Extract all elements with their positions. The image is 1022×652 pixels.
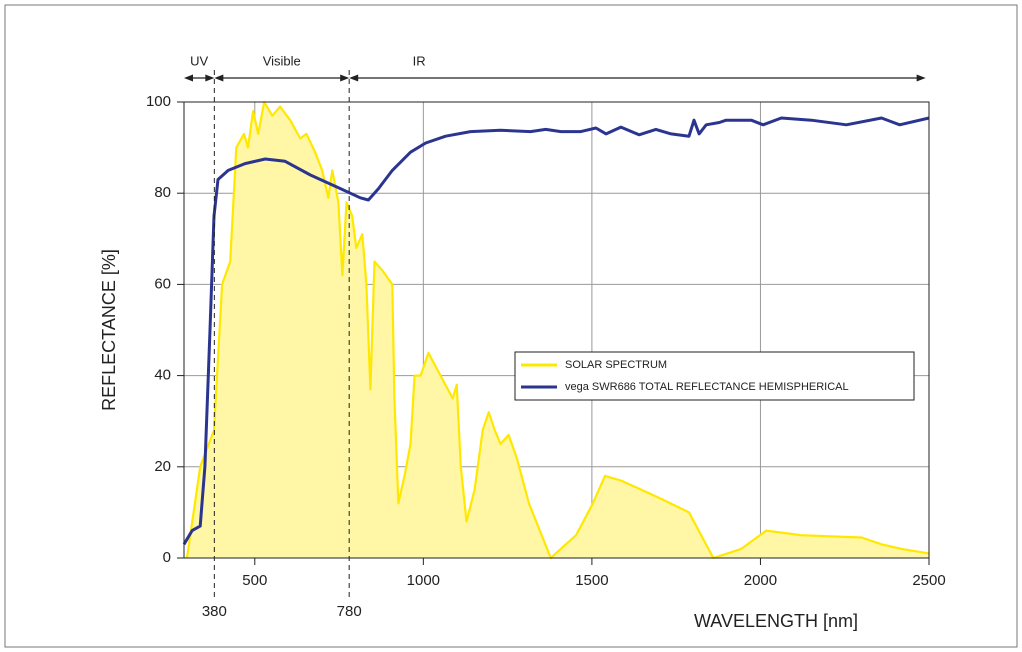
line bbox=[185, 100, 930, 560]
y-tick-label: 0 bbox=[163, 549, 171, 566]
x-tick-label: 1000 bbox=[407, 572, 440, 589]
region-label: Visible bbox=[263, 53, 301, 68]
arrowhead bbox=[184, 74, 193, 82]
x-tick-label: 2000 bbox=[744, 572, 777, 589]
marker-label: 780 bbox=[337, 603, 362, 620]
arrowhead bbox=[916, 74, 926, 82]
marker-label: 380 bbox=[202, 603, 227, 620]
region-label: IR bbox=[413, 53, 426, 68]
y-axis-title: REFLECTANCE [%] bbox=[99, 249, 119, 411]
frame-border bbox=[4, 4, 1018, 648]
line bbox=[182, 116, 930, 546]
x-tick-label: 2500 bbox=[912, 572, 945, 589]
legend-label: vega SWR686 TOTAL REFLECTANCE HEMISPHERI… bbox=[565, 381, 849, 393]
region-label: UV bbox=[190, 53, 208, 68]
area bbox=[187, 102, 929, 558]
legend-box bbox=[514, 351, 915, 401]
plot-frame bbox=[183, 101, 930, 559]
y-tick-label: 20 bbox=[154, 458, 171, 475]
y-tick-label: 40 bbox=[154, 367, 171, 384]
legend-label: SOLAR SPECTRUM bbox=[565, 359, 667, 371]
y-tick-label: 80 bbox=[154, 184, 171, 201]
arrowhead bbox=[349, 74, 359, 82]
arrowhead bbox=[214, 74, 224, 82]
x-tick-label: 500 bbox=[242, 572, 267, 589]
x-tick-label: 1500 bbox=[575, 572, 608, 589]
arrowhead bbox=[340, 74, 350, 82]
x-axis-title: WAVELENGTH [nm] bbox=[694, 611, 858, 631]
y-tick-label: 100 bbox=[146, 93, 171, 110]
y-tick-label: 60 bbox=[154, 275, 171, 292]
arrowhead bbox=[205, 74, 215, 82]
